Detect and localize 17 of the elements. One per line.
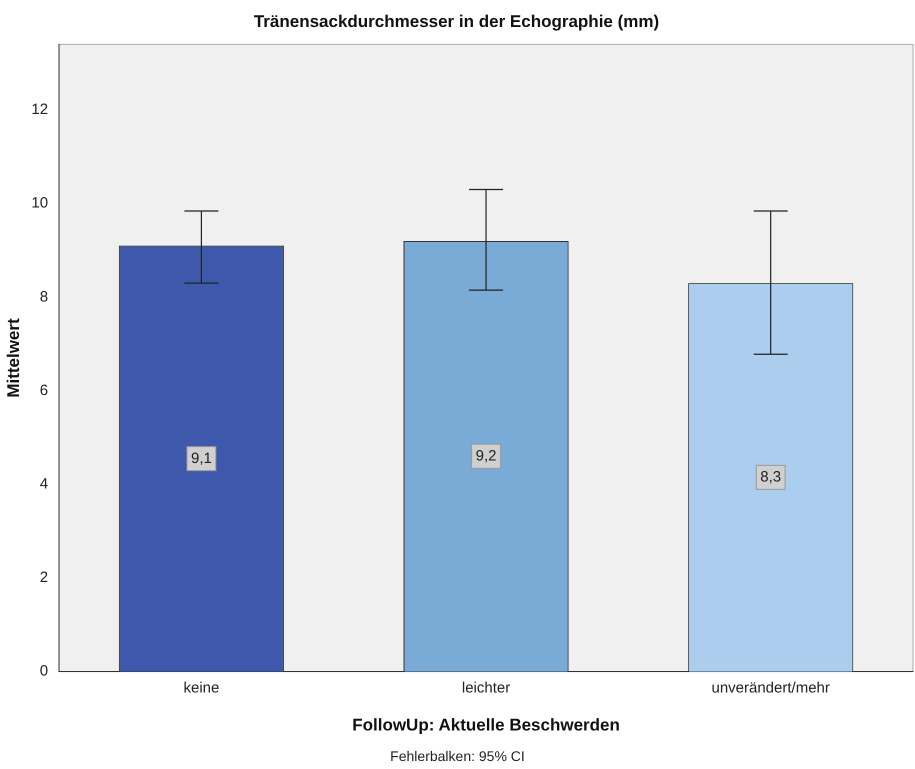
y-tick-label: 4 [40, 476, 48, 493]
x-tick-label: unverändert/mehr [711, 680, 830, 697]
data-label: 9,1 [190, 450, 212, 467]
chart-title: Tränensackdurchmesser in der Echographie (mm) [254, 12, 660, 31]
y-tick-label: 2 [40, 569, 48, 586]
y-tick-label: 6 [40, 382, 48, 399]
data-label: 8,3 [760, 468, 782, 486]
text: Fehlerbalken: 95% CI [389, 748, 526, 764]
x-tick-label: keine [183, 680, 220, 697]
y-tick-label: 0 [40, 662, 48, 680]
x-tick-label: leichter [462, 680, 510, 697]
y-tick-label: 8 [40, 288, 48, 306]
data-label: 9,2 [476, 447, 496, 464]
y-tick-label: 12 [31, 101, 48, 118]
x-axis-title: FollowUp: Aktuelle Beschwerden [352, 715, 620, 734]
y-axis-title: Mittelwert [4, 318, 23, 398]
y-tick-label: 10 [31, 194, 48, 212]
